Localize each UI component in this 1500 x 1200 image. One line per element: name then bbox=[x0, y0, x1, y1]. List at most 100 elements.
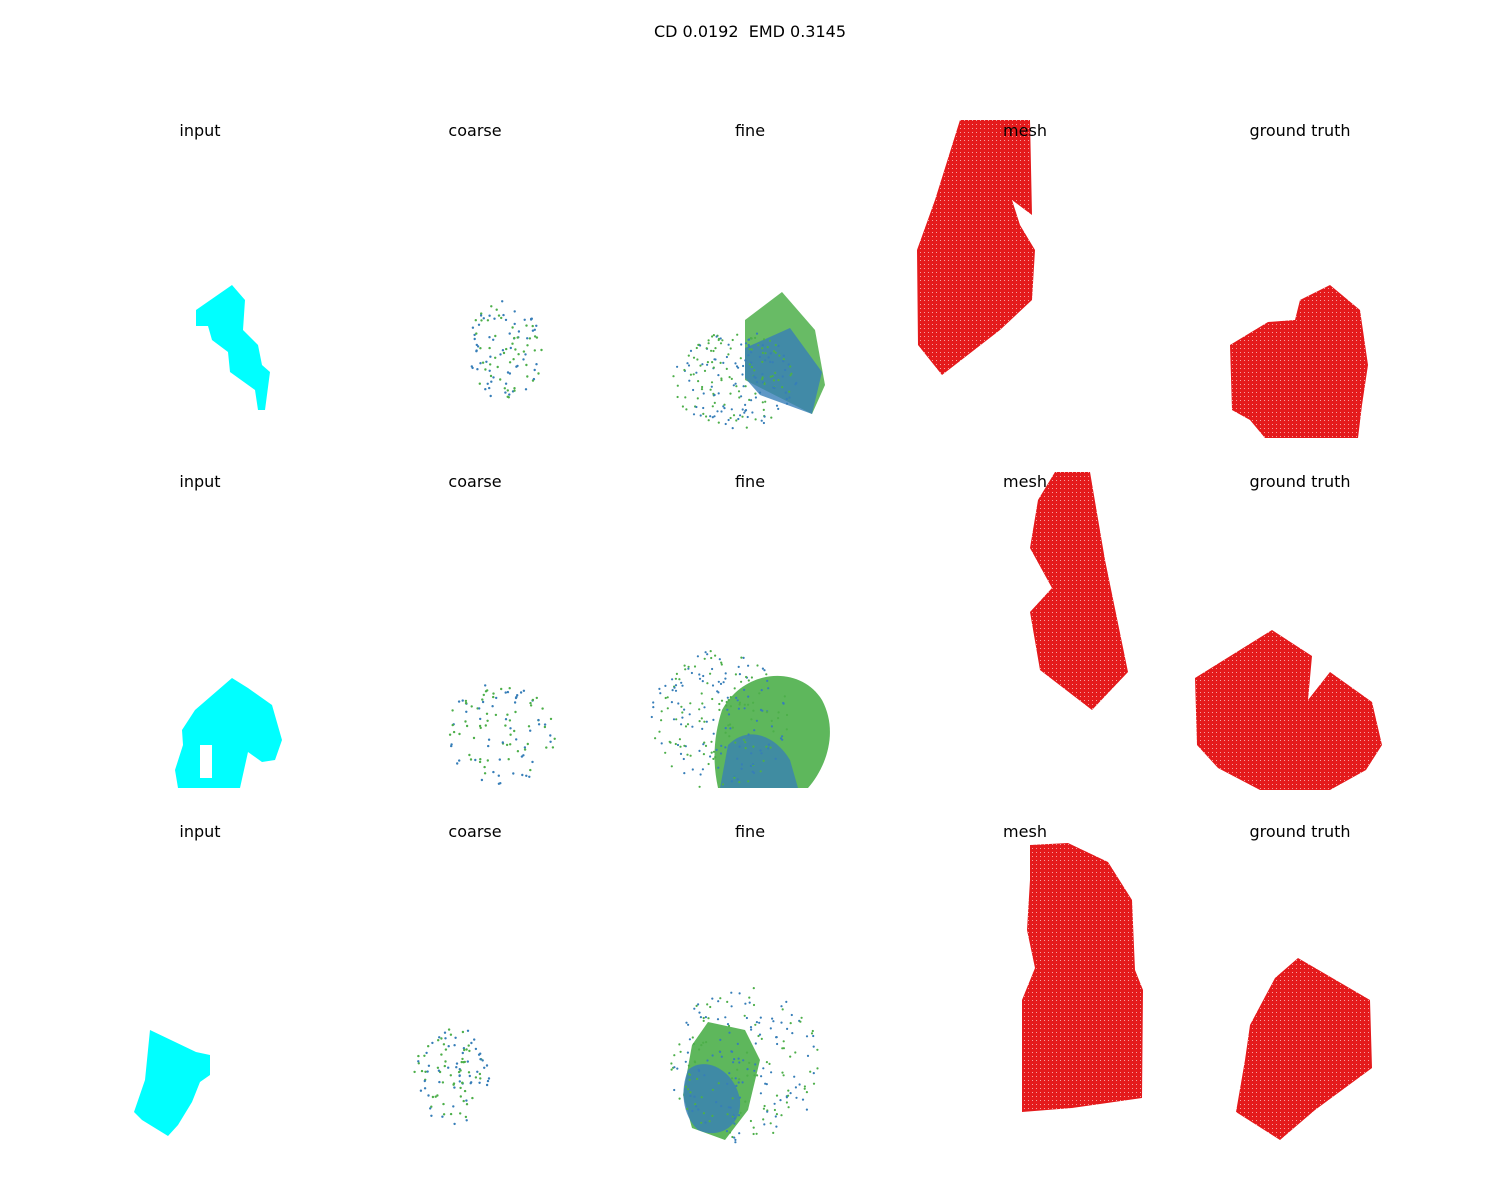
scatter-point bbox=[681, 405, 685, 408]
scatter-point bbox=[741, 1081, 744, 1084]
scatter-point bbox=[745, 1051, 749, 1054]
scatter-point bbox=[809, 1070, 812, 1073]
scatter-point bbox=[450, 744, 453, 748]
scatter-point bbox=[783, 695, 786, 698]
coarse-point-cloud bbox=[448, 684, 556, 785]
scatter-point bbox=[658, 687, 661, 691]
scatter-point bbox=[531, 760, 534, 764]
scatter-point bbox=[677, 702, 680, 705]
scatter-point bbox=[526, 742, 529, 746]
scatter-point bbox=[508, 372, 512, 375]
scatter-point bbox=[718, 702, 721, 706]
scatter-point bbox=[753, 369, 756, 372]
scatter-point bbox=[781, 1047, 784, 1050]
scatter-point bbox=[511, 326, 514, 329]
scatter-point bbox=[765, 1061, 769, 1064]
scatter-point bbox=[720, 661, 723, 664]
scatter-point bbox=[465, 1119, 468, 1122]
scatter-point bbox=[535, 336, 539, 339]
scatter-point bbox=[423, 1087, 427, 1090]
scatter-point bbox=[707, 762, 710, 766]
scatter-point bbox=[706, 363, 709, 366]
scatter-point bbox=[689, 754, 692, 757]
scatter-point bbox=[456, 762, 459, 765]
panel-label-ground-truth: ground truth bbox=[1249, 121, 1351, 140]
scatter-point bbox=[508, 361, 512, 364]
scatter-point bbox=[762, 759, 765, 763]
scatter-point bbox=[767, 743, 771, 746]
scatter-point bbox=[750, 361, 753, 364]
scatter-point bbox=[702, 1041, 705, 1044]
scatter-point bbox=[687, 665, 690, 668]
scatter-point bbox=[489, 394, 492, 398]
scatter-point bbox=[465, 1099, 468, 1102]
scatter-point bbox=[760, 752, 763, 755]
scatter-point bbox=[736, 757, 739, 760]
scatter-point bbox=[748, 348, 751, 351]
scatter-point bbox=[491, 705, 494, 708]
scatter-point bbox=[692, 373, 695, 376]
scatter-point bbox=[769, 746, 772, 749]
scatter-point bbox=[724, 672, 727, 675]
scatter-point bbox=[758, 391, 762, 394]
scatter-point bbox=[452, 1105, 455, 1108]
scatter-point bbox=[775, 1036, 778, 1039]
scatter-point bbox=[752, 709, 755, 712]
scatter-point bbox=[729, 392, 732, 395]
scatter-point bbox=[768, 1062, 771, 1065]
scatter-point bbox=[549, 717, 553, 721]
scatter-point bbox=[684, 1085, 688, 1088]
scatter-point bbox=[462, 1047, 466, 1050]
scatter-point bbox=[485, 1083, 489, 1087]
scatter-point bbox=[700, 717, 703, 720]
scatter-point bbox=[750, 351, 753, 354]
scatter-point bbox=[666, 707, 669, 710]
scatter-point bbox=[698, 785, 701, 788]
scatter-point bbox=[728, 376, 731, 379]
scatter-point bbox=[502, 351, 506, 355]
scatter-point bbox=[738, 1061, 741, 1064]
scatter-point bbox=[417, 1054, 420, 1058]
scatter-point bbox=[723, 407, 726, 410]
scatter-point bbox=[676, 743, 680, 747]
scatter-point bbox=[717, 680, 720, 683]
scatter-point bbox=[748, 1061, 751, 1064]
scatter-point bbox=[498, 758, 501, 761]
scatter-point bbox=[516, 336, 519, 339]
scatter-point bbox=[488, 314, 491, 317]
scatter-point bbox=[515, 738, 518, 741]
scatter-point bbox=[436, 1066, 440, 1070]
scatter-point bbox=[479, 1052, 482, 1055]
scatter-point bbox=[479, 347, 482, 350]
scatter-point bbox=[458, 732, 461, 736]
scatter-point bbox=[686, 362, 689, 365]
scatter-point bbox=[533, 349, 536, 352]
scatter-point bbox=[689, 373, 693, 376]
scatter-point bbox=[509, 733, 512, 736]
scatter-point bbox=[440, 1053, 443, 1056]
scatter-point bbox=[711, 997, 714, 1000]
scatter-point bbox=[684, 725, 688, 728]
scatter-point bbox=[769, 360, 772, 363]
scatter-point bbox=[731, 338, 734, 342]
scatter-point bbox=[765, 673, 768, 676]
scatter-point bbox=[684, 668, 687, 671]
scatter-point bbox=[470, 1041, 473, 1045]
scatter-point bbox=[499, 353, 502, 356]
scatter-point bbox=[727, 1024, 731, 1028]
scatter-point bbox=[703, 369, 707, 372]
scatter-point bbox=[707, 1017, 710, 1020]
scatter-point bbox=[459, 1095, 462, 1098]
scatter-point bbox=[681, 716, 684, 719]
scatter-point bbox=[729, 696, 732, 699]
scatter-point bbox=[683, 664, 686, 667]
scatter-point bbox=[722, 405, 725, 408]
scatter-point bbox=[788, 390, 791, 393]
scatter-point bbox=[686, 753, 689, 756]
scatter-point bbox=[754, 336, 757, 339]
scatter-point bbox=[758, 1021, 761, 1024]
scatter-point bbox=[816, 1048, 819, 1051]
scatter-point bbox=[778, 354, 781, 357]
scatter-point bbox=[702, 674, 705, 678]
scatter-point bbox=[785, 1000, 788, 1004]
